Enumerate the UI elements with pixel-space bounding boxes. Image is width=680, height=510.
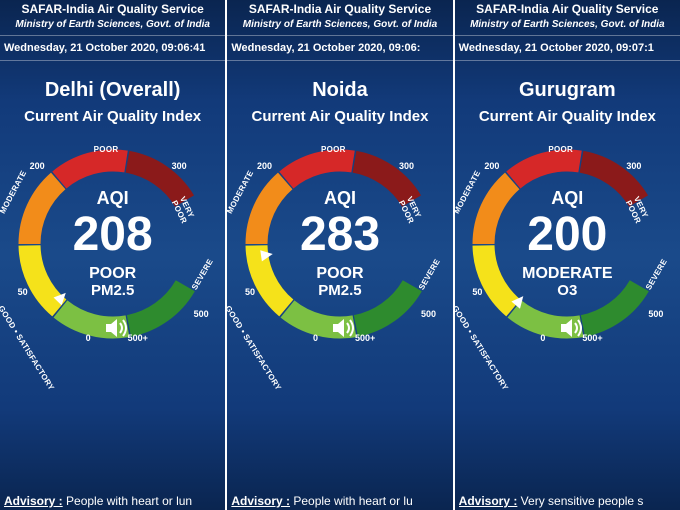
gauge-readout: AQI 283 POOR PM2.5 <box>275 188 405 300</box>
advisory-label: Advisory : <box>231 494 290 508</box>
location-title: Noida <box>227 61 452 108</box>
gauge-tick: 0 <box>540 333 545 343</box>
timestamp: Wednesday, 21 October 2020, 09:07:1 <box>455 36 680 61</box>
aqi-pollutant: PM2.5 <box>275 282 405 299</box>
ministry-line: Ministry of Earth Sciences, Govt. of Ind… <box>6 18 219 31</box>
gauge-tick: 0 <box>86 333 91 343</box>
gauge-tick: 200 <box>484 161 499 171</box>
timestamp: Wednesday, 21 October 2020, 09:06: <box>227 36 452 61</box>
header: SAFAR-India Air Quality Service Ministry… <box>455 0 680 36</box>
advisory: Advisory : People with heart or lun <box>4 494 221 508</box>
gauge-readout: AQI 200 MODERATE O3 <box>502 188 632 300</box>
gauge-tick: 500 <box>648 309 663 319</box>
aqi-gauge: 050200300500500+GOOD • SATISFACTORYMODER… <box>235 139 445 349</box>
advisory-label: Advisory : <box>459 494 518 508</box>
gauge-tick: 500+ <box>128 333 148 343</box>
gauge-tick: 50 <box>472 287 482 297</box>
service-title: SAFAR-India Air Quality Service <box>6 2 219 18</box>
gauge-category-label: POOR <box>548 145 573 154</box>
speaker-icon[interactable] <box>559 317 585 339</box>
ministry-line: Ministry of Earth Sciences, Govt. of Ind… <box>461 18 674 31</box>
advisory: Advisory : People with heart or lu <box>231 494 448 508</box>
service-title: SAFAR-India Air Quality Service <box>233 2 446 18</box>
gauge-tick: 0 <box>313 333 318 343</box>
gauge-tick: 200 <box>257 161 272 171</box>
location-title: Gurugram <box>455 61 680 108</box>
speaker-icon[interactable] <box>104 317 130 339</box>
ministry-line: Ministry of Earth Sciences, Govt. of Ind… <box>233 18 446 31</box>
aqi-gauge: 050200300500500+GOOD • SATISFACTORYMODER… <box>8 139 218 349</box>
aqi-status: MODERATE <box>502 265 632 283</box>
aqi-status: POOR <box>275 265 405 283</box>
aqi-pollutant: PM2.5 <box>48 282 178 299</box>
aqi-value: 208 <box>48 211 178 259</box>
gauge-tick: 500+ <box>355 333 375 343</box>
gauge-tick: 500 <box>421 309 436 319</box>
aqi-gauge: 050200300500500+GOOD • SATISFACTORYMODER… <box>462 139 672 349</box>
aqi-value: 200 <box>502 211 632 259</box>
aqi-panel: SAFAR-India Air Quality Service Ministry… <box>0 0 227 510</box>
timestamp: Wednesday, 21 October 2020, 09:06:41 <box>0 36 225 61</box>
advisory: Advisory : Very sensitive people s <box>459 494 676 508</box>
advisory-text: People with heart or lu <box>290 494 413 508</box>
gauge-category-label: POOR <box>321 145 346 154</box>
aqi-status: POOR <box>48 265 178 283</box>
aqi-value: 283 <box>275 211 405 259</box>
gauge-tick: 500+ <box>582 333 602 343</box>
aqi-pollutant: O3 <box>502 282 632 299</box>
gauge-tick: 500 <box>194 309 209 319</box>
gauge-tick: 300 <box>399 161 414 171</box>
gauge-category-label: POOR <box>94 145 119 154</box>
aqi-label: AQI <box>275 188 405 209</box>
gauge-segment-very_poor <box>59 160 126 180</box>
speaker-icon[interactable] <box>331 317 357 339</box>
aqi-label: AQI <box>502 188 632 209</box>
service-title: SAFAR-India Air Quality Service <box>461 2 674 18</box>
aqi-panel: SAFAR-India Air Quality Service Ministry… <box>227 0 454 510</box>
header: SAFAR-India Air Quality Service Ministry… <box>227 0 452 36</box>
subtitle: Current Air Quality Index <box>455 108 680 135</box>
subtitle: Current Air Quality Index <box>0 108 225 135</box>
advisory-text: Very sensitive people s <box>517 494 643 508</box>
subtitle: Current Air Quality Index <box>227 108 452 135</box>
location-title: Delhi (Overall) <box>0 61 225 108</box>
gauge-tick: 50 <box>245 287 255 297</box>
advisory-label: Advisory : <box>4 494 63 508</box>
aqi-panel: SAFAR-India Air Quality Service Ministry… <box>455 0 680 510</box>
aqi-label: AQI <box>48 188 178 209</box>
gauge-tick: 50 <box>18 287 28 297</box>
advisory-text: People with heart or lun <box>63 494 192 508</box>
gauge-tick: 300 <box>626 161 641 171</box>
header: SAFAR-India Air Quality Service Ministry… <box>0 0 225 36</box>
gauge-tick: 200 <box>30 161 45 171</box>
gauge-readout: AQI 208 POOR PM2.5 <box>48 188 178 300</box>
gauge-segment-very_poor <box>286 160 353 180</box>
gauge-tick: 300 <box>172 161 187 171</box>
gauge-segment-very_poor <box>514 160 581 180</box>
